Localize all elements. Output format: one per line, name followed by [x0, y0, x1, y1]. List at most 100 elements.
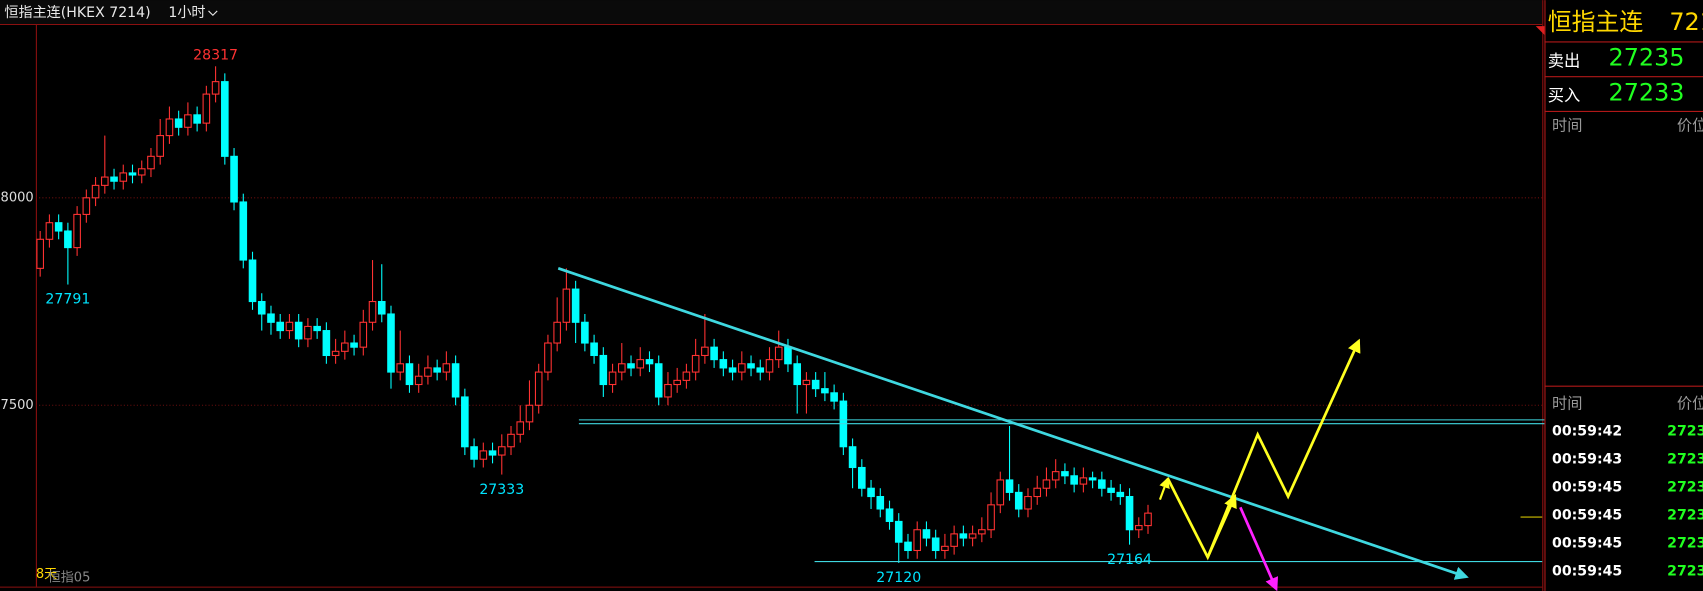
sell-price: 27235 — [1609, 44, 1685, 72]
candle-body — [682, 371, 691, 381]
candle-body — [590, 342, 598, 357]
candle-body — [294, 321, 303, 340]
candle-body — [368, 300, 377, 323]
trade-time: 00:59:45 — [1552, 479, 1622, 495]
candle-body — [654, 363, 663, 398]
toolbar — [0, 0, 1543, 24]
candle-body — [1134, 525, 1143, 531]
low-label: 27333 — [479, 482, 524, 498]
column-header: 价位 — [1677, 395, 1703, 413]
high-label: 28317 — [193, 47, 238, 63]
candle-body — [774, 346, 783, 361]
candle-body — [858, 466, 866, 489]
candle-body — [285, 321, 294, 332]
candle-body — [922, 529, 931, 539]
trade-price: 2723 — [1667, 563, 1703, 579]
candle-body — [470, 446, 478, 460]
candle-body — [257, 300, 266, 315]
candle-body — [913, 529, 922, 552]
candle-body — [1051, 471, 1060, 481]
candle-body — [1088, 477, 1097, 481]
quote-panel: 恒指主连 7214 卖出 27235 买入 27233 时间 价位 时间 价位 — [1544, 0, 1703, 591]
candle-body — [802, 379, 811, 386]
candle-body — [894, 520, 903, 543]
candle-body — [221, 81, 229, 157]
candle-body — [1024, 495, 1032, 510]
interval[interactable]: 1小时 — [168, 5, 205, 21]
y-tick-label: 27500 — [0, 398, 34, 413]
candle-body — [331, 350, 340, 357]
candle-body — [691, 354, 700, 373]
candle-body — [931, 537, 940, 552]
y-tick-label: 28000 — [0, 190, 34, 205]
candle-body — [147, 155, 155, 170]
trade-price: 2723 — [1667, 507, 1703, 523]
candle-body — [830, 392, 838, 402]
candle-body — [1070, 475, 1078, 485]
candle-body — [793, 363, 801, 386]
low-label: 27120 — [876, 570, 921, 586]
candle-body — [91, 184, 100, 199]
candle-body — [202, 93, 211, 124]
candle-body — [553, 321, 561, 344]
candle-body — [396, 363, 405, 373]
candle-body — [968, 533, 977, 539]
forecast-arrow — [1158, 477, 1170, 501]
trade-list: 00:59:42 2723 00:59:43 2723 00:59:45 2723 00:5… — [1552, 423, 1703, 579]
low-label: 27791 — [45, 292, 90, 308]
candle-body — [239, 201, 248, 261]
candle-body — [119, 172, 128, 182]
candle-body — [581, 321, 589, 344]
candle-body — [451, 363, 460, 398]
trade-time: 00:59:43 — [1552, 451, 1622, 467]
candle-body — [562, 288, 571, 323]
candle-body — [211, 81, 220, 95]
candle-body — [987, 504, 995, 531]
candle-body — [950, 533, 958, 547]
forecast-arrow — [1206, 338, 1361, 558]
candle-body — [904, 541, 912, 552]
candle-body — [664, 383, 672, 398]
candle-body — [64, 230, 72, 249]
candle-body — [821, 388, 829, 394]
candle-body — [1098, 479, 1106, 489]
trade-time: 00:59:42 — [1552, 423, 1622, 439]
candle-body — [387, 313, 395, 373]
candle-body — [701, 346, 709, 357]
column-header: 时间 — [1552, 117, 1582, 135]
candle-body — [54, 222, 63, 232]
column-header: 时间 — [1552, 395, 1582, 413]
candle-body — [110, 176, 118, 182]
candle-body — [267, 313, 275, 323]
candle-body — [405, 363, 414, 386]
candle-body — [544, 342, 552, 373]
candle-body — [978, 529, 986, 535]
candle-body — [276, 321, 285, 332]
candle-body — [636, 359, 645, 369]
candle-body — [461, 396, 469, 448]
candle-body — [645, 359, 654, 365]
column-header: 价位 — [1677, 117, 1703, 135]
candle-body — [765, 359, 774, 373]
trade-time: 00:59:45 — [1552, 507, 1622, 523]
candle-body — [488, 450, 497, 456]
candle-body — [45, 222, 54, 240]
forecast-arrow — [1239, 506, 1279, 591]
candle-body — [433, 367, 441, 373]
candle-body — [497, 446, 506, 456]
candle-body — [128, 172, 137, 176]
drawings — [557, 267, 1545, 591]
candle-body — [1079, 477, 1088, 485]
contract-label: 恒指05 — [48, 570, 91, 585]
dropdown-chevron[interactable] — [208, 10, 218, 17]
candle-body — [673, 379, 681, 386]
candle-body — [1033, 487, 1042, 498]
low-label: 27164 — [1107, 552, 1152, 568]
panel-title: 恒指主连 — [1548, 8, 1644, 36]
candle-body — [230, 155, 238, 203]
candle-body — [1144, 512, 1152, 527]
trend-line — [557, 267, 1469, 580]
candle-body — [82, 197, 91, 215]
